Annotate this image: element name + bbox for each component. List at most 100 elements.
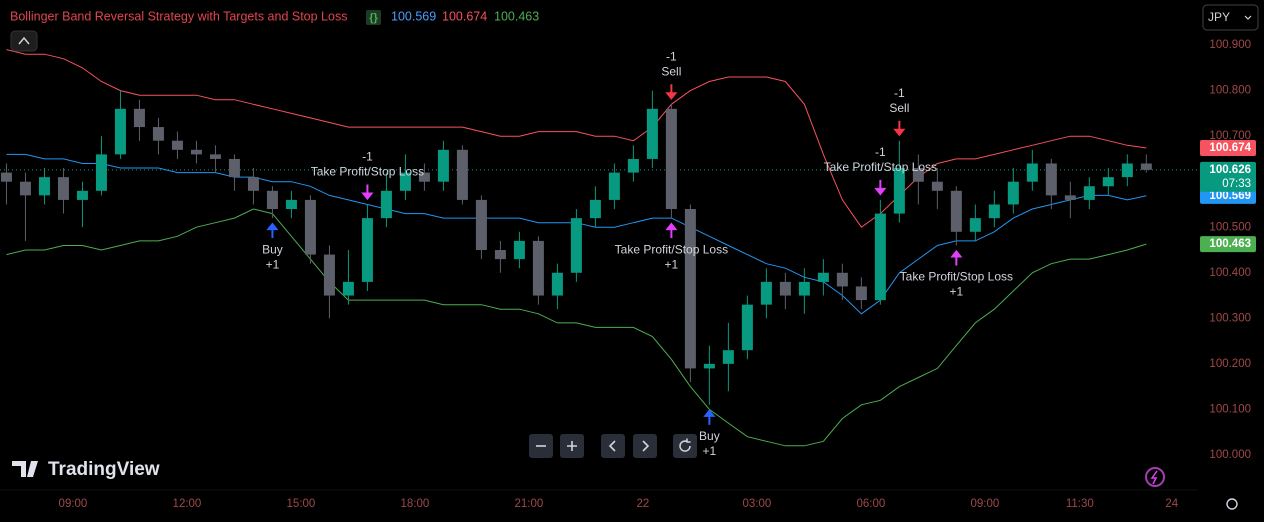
band-box <box>1200 140 1256 157</box>
candle-body <box>437 149 449 182</box>
candle-body <box>1140 163 1152 170</box>
candle-body <box>209 154 221 159</box>
signal-label: +1 <box>950 285 964 299</box>
candle-body <box>646 108 658 159</box>
candle-body <box>304 199 316 255</box>
signal-arrow <box>703 409 716 425</box>
candle-body <box>1045 163 1057 196</box>
candle-body <box>684 209 696 369</box>
candle-body <box>1026 163 1038 182</box>
candle-body <box>836 272 848 287</box>
candle-body <box>475 199 487 251</box>
candle-body <box>893 168 905 214</box>
signal-arrow <box>874 179 887 196</box>
y-tick-label: 100.400 <box>1209 267 1251 279</box>
band-line <box>6 49 1147 228</box>
last-price-box <box>1200 161 1256 192</box>
signal-arrow <box>893 120 906 137</box>
x-tick-label: 12:00 <box>173 498 202 510</box>
currency-label: JPY <box>1208 10 1230 24</box>
signal-label: Take Profit/Stop Loss <box>311 165 424 179</box>
strategy-title: Bollinger Band Reversal Strategy with Ta… <box>10 9 347 23</box>
price-scale: 100.000 100.100 100.200 100.300 100.400 100.5… <box>1200 39 1256 461</box>
signal-label: Take Profit/Stop Loss <box>615 242 728 256</box>
candle-body <box>1064 195 1076 200</box>
candle-body <box>988 204 1000 219</box>
candle-body <box>741 304 753 351</box>
band-label: 100.674 <box>1209 142 1251 154</box>
signal-label: -1 <box>362 150 373 164</box>
band-label: 100.463 <box>1209 238 1251 250</box>
signal-label: +1 <box>266 257 280 271</box>
currency-select[interactable] <box>1202 4 1259 31</box>
signal-label: -1 <box>894 86 905 100</box>
candle-body <box>456 149 468 200</box>
scroll-right-button[interactable] <box>633 434 657 458</box>
candle-body <box>133 108 145 128</box>
band-label: 100.569 <box>1209 190 1251 202</box>
candle-body <box>1083 186 1095 200</box>
plot-area <box>0 49 1198 447</box>
y-tick-label: 100.900 <box>1209 39 1251 51</box>
x-tick-label: 24 <box>1165 498 1178 510</box>
candle-body <box>817 272 829 282</box>
x-tick-label: 06:00 <box>856 498 885 510</box>
candle-body <box>19 181 31 196</box>
candle-body <box>779 281 791 296</box>
x-tick-label: 09:00 <box>970 498 999 510</box>
signal-label: Take Profit/Stop Loss <box>900 270 1013 284</box>
signal-arrow <box>665 84 678 100</box>
logo-text: TradingView <box>48 459 160 480</box>
candle-body <box>912 168 924 182</box>
last-price-label: 100.626 <box>1209 164 1251 176</box>
signal-label: Take Profit/Stop Loss <box>824 160 937 174</box>
x-tick-label: 21:00 <box>515 498 544 510</box>
last-price-countdown: 07:33 <box>1222 178 1251 190</box>
collapse-icon <box>18 36 30 45</box>
candle-body <box>380 190 392 219</box>
zoom-in-icon <box>567 441 577 451</box>
candle-body <box>247 177 259 191</box>
candle-body <box>608 172 620 200</box>
candle-body <box>874 213 886 301</box>
band-line <box>6 208 1147 447</box>
candle-body <box>703 363 715 369</box>
candle-body <box>228 158 240 178</box>
x-tick-label: 09:00 <box>59 498 88 510</box>
candle-body <box>494 250 506 260</box>
scroll-left-button[interactable] <box>601 434 625 458</box>
y-tick-label: 100.500 <box>1209 221 1251 233</box>
signal-arrow <box>665 222 678 239</box>
candle-body <box>950 190 962 232</box>
settings-icon[interactable] <box>1226 498 1238 510</box>
signal-label: Sell <box>661 64 681 78</box>
reset-button[interactable] <box>673 434 697 458</box>
y-tick-label: 100.200 <box>1209 358 1251 370</box>
signal-arrow <box>266 222 279 239</box>
candle-body <box>418 172 430 182</box>
scroll-left-icon <box>608 440 616 452</box>
candle-body <box>760 281 772 305</box>
logo-mark <box>12 461 38 477</box>
candle-body <box>38 177 50 196</box>
y-tick-label: 100.000 <box>1209 449 1251 461</box>
candle-body <box>798 281 810 296</box>
reset-icon <box>679 438 691 452</box>
x-tick-label: 15:00 <box>287 498 316 510</box>
candle-body <box>171 140 183 150</box>
signal-arrow <box>361 184 374 201</box>
y-tick-label: 100.300 <box>1209 312 1251 324</box>
candle-body <box>665 108 677 210</box>
alert-icon[interactable] <box>1145 467 1165 487</box>
signal-label: +1 <box>665 257 679 271</box>
collapse-button[interactable] <box>10 30 38 52</box>
candle-body <box>532 240 544 296</box>
y-tick-label: 100.700 <box>1209 130 1251 142</box>
source-icon[interactable] <box>366 10 381 25</box>
candle-body <box>1102 177 1114 187</box>
candle-body <box>0 172 12 182</box>
signal-label: Buy <box>262 242 283 256</box>
candle-body <box>589 199 601 219</box>
